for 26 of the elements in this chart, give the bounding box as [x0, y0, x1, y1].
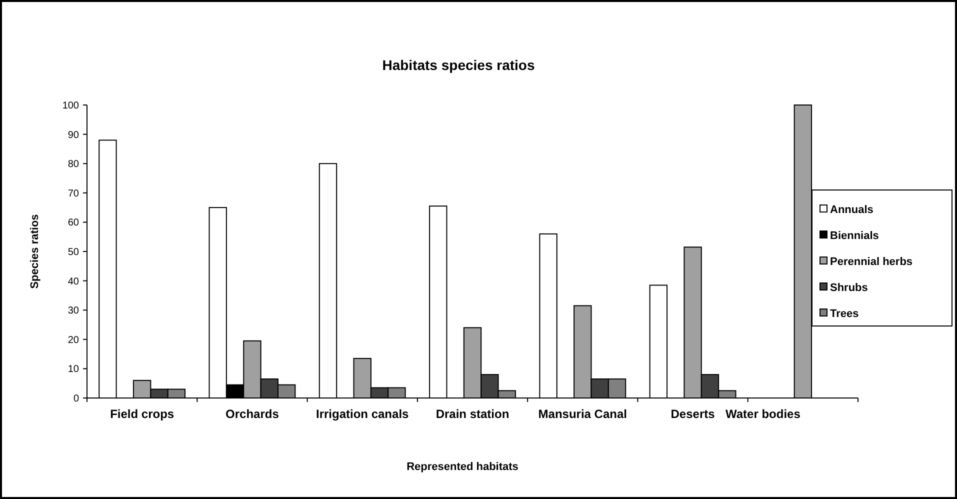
- legend-label: Perennial herbs: [830, 256, 913, 268]
- y-tick-label: 30: [68, 306, 80, 317]
- y-tick-label: 20: [68, 334, 80, 346]
- y-tick-label: 40: [68, 276, 80, 288]
- y-axis-title: Species ratios: [29, 214, 41, 289]
- x-tick-label: Irrigation canals: [316, 407, 410, 421]
- y-tick-label: 50: [68, 247, 80, 258]
- y-tick-label: 100: [62, 100, 80, 112]
- x-tick-label: Field crops: [110, 407, 174, 421]
- x-tick-label: Drain station: [436, 407, 510, 421]
- x-tick-label: Water bodies: [725, 407, 801, 421]
- x-tick-label: Mansuria Canal: [538, 407, 627, 421]
- x-tick-label: Deserts: [670, 407, 716, 421]
- y-tick-label: 80: [68, 159, 80, 170]
- chart-title: Habitats species ratios: [382, 57, 535, 73]
- legend-label: Annuals: [830, 204, 874, 216]
- legend-label: Shrubs: [830, 282, 868, 294]
- y-tick-label: 70: [68, 188, 80, 200]
- y-tick-label: 60: [68, 218, 80, 229]
- legend-label: Trees: [830, 308, 859, 320]
- y-tick-label: 0: [73, 394, 80, 404]
- y-tick-label: 90: [68, 130, 80, 141]
- x-tick-label: Orchards: [226, 407, 280, 421]
- legend-label: Biennials: [830, 230, 879, 242]
- y-tick-label: 10: [68, 364, 80, 376]
- x-axis-title: Represented habitats: [406, 461, 518, 473]
